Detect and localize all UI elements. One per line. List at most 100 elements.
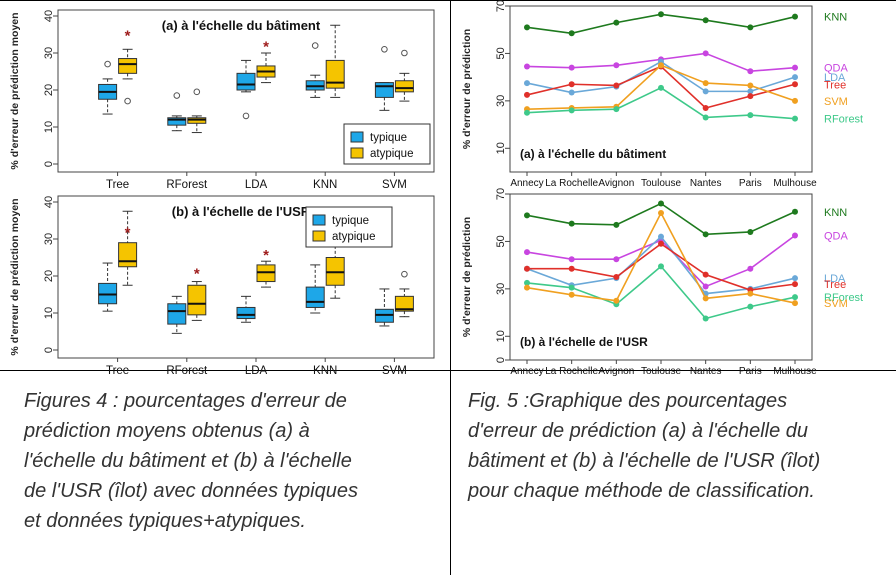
series-point-KNN	[747, 228, 754, 235]
y-tick-label: 20	[43, 84, 55, 96]
outlier-point	[173, 92, 181, 99]
y-tick-label: 0	[43, 347, 55, 353]
outlier-point	[124, 97, 131, 105]
y-tick-label: 30	[43, 47, 55, 59]
series-point-RForest	[524, 109, 530, 116]
series-point-SVM	[747, 82, 754, 89]
legend-label: typique	[370, 132, 407, 144]
box-atypique	[394, 295, 414, 312]
fig5-caption-cell	[450, 370, 896, 575]
y-tick-label: 10	[43, 121, 55, 133]
x-tick-label: KNN	[313, 365, 337, 377]
series-point-KNN	[658, 200, 664, 207]
series-point-Tree	[613, 274, 620, 280]
series-point-QDA	[747, 265, 754, 272]
series-label: QDA	[824, 63, 849, 75]
outlier-point	[401, 49, 408, 57]
series-point-KNN	[613, 221, 620, 228]
series-point-QDA	[792, 232, 798, 239]
series-point-Tree	[702, 104, 709, 111]
box-typique	[167, 303, 187, 325]
y-tick-label: 70	[495, 0, 507, 12]
series-point-QDA	[613, 256, 620, 263]
x-tick-label: Toulouse	[641, 366, 681, 377]
series-point-QDA	[792, 64, 798, 71]
series-point-LDA	[568, 89, 575, 96]
caption-line: Fig. 5 :Graphique des pourcentages	[468, 390, 788, 412]
plot-frame	[57, 195, 435, 359]
series-point-KNN	[568, 220, 575, 227]
x-tick-label: La Rochelle	[545, 366, 598, 377]
series-point-RForest	[568, 284, 575, 291]
series-label: LDA	[824, 273, 846, 285]
outlier-point	[193, 88, 201, 96]
x-tick-label: Avignon	[598, 366, 634, 377]
plot-frame	[57, 9, 435, 173]
series-point-Tree	[702, 271, 709, 278]
x-tick-label: Paris	[739, 178, 762, 189]
caption-line: l'échelle du bâtiment et (b) à l'échelle	[24, 450, 352, 472]
series-point-Tree	[568, 81, 575, 88]
series-point-KNN	[524, 24, 530, 31]
y-tick-label: 10	[495, 142, 507, 154]
x-tick-label: Avignon	[598, 178, 634, 189]
series-label: KNN	[824, 12, 847, 24]
x-tick-label: Nantes	[690, 178, 722, 189]
caption-line: d'erreur de prédiction (a) à l'échelle d…	[468, 420, 809, 442]
panel-title: (b) à l'échelle de l'USR	[520, 335, 648, 349]
y-tick-label: 70	[495, 188, 507, 200]
box-typique	[374, 82, 394, 98]
fig5-cell	[450, 0, 896, 371]
box-atypique	[325, 59, 345, 89]
series-label: KNN	[824, 207, 847, 219]
y-tick-label: 40	[43, 10, 55, 22]
series-point-Tree	[524, 265, 530, 272]
series-point-KNN	[702, 17, 709, 24]
series-point-Tree	[613, 82, 620, 89]
box-atypique	[118, 58, 138, 74]
legend-label: atypique	[332, 231, 375, 243]
series-point-SVM	[702, 295, 709, 302]
y-axis-label: % d'erreur de prédiction moyen	[9, 198, 21, 355]
series-point-LDA	[658, 233, 664, 240]
legend-label: typique	[332, 215, 369, 227]
series-point-RForest	[613, 106, 620, 113]
panel-title: (a) à l'échelle du bâtiment	[162, 18, 321, 33]
series-label: Tree	[824, 279, 846, 291]
y-tick-label: 30	[495, 95, 507, 107]
series-label: Tree	[824, 79, 846, 91]
y-tick-label: 40	[43, 196, 55, 208]
series-point-LDA	[792, 275, 798, 282]
series-point-QDA	[702, 50, 709, 57]
y-tick-label: 0	[43, 161, 55, 167]
series-point-KNN	[792, 208, 798, 215]
x-tick-label: LDA	[245, 365, 268, 377]
series-label: RForest	[824, 292, 863, 304]
significance-star: *	[263, 247, 269, 264]
series-point-RForest	[658, 84, 664, 91]
series-point-KNN	[792, 13, 798, 20]
caption-line: de l'USR (îlot) avec données typiques	[24, 480, 358, 502]
x-tick-label: Tree	[106, 179, 129, 191]
box-atypique	[118, 242, 138, 268]
box-atypique	[394, 80, 414, 93]
series-point-KNN	[568, 30, 575, 37]
x-tick-label: SVM	[382, 179, 407, 191]
series-label: SVM	[824, 96, 848, 108]
x-tick-label: Tree	[106, 365, 129, 377]
caption-line: bâtiment et (b) à l'échelle de l'USR (îl…	[468, 450, 821, 472]
box-typique	[167, 117, 187, 126]
series-point-SVM	[792, 97, 798, 104]
x-tick-label: RForest	[166, 179, 208, 191]
x-tick-label: KNN	[313, 179, 337, 191]
y-tick-label: 0	[495, 357, 507, 363]
y-axis-label: % d'erreur de prédiction moyen	[9, 12, 21, 169]
series-point-KNN	[524, 212, 530, 219]
series-label: SVM	[824, 298, 848, 310]
series-point-QDA	[568, 256, 575, 263]
series-point-SVM	[568, 291, 575, 298]
series-point-SVM	[792, 300, 798, 307]
y-axis-label: % d'erreur de prédiction	[461, 217, 473, 337]
significance-star: *	[125, 28, 131, 45]
